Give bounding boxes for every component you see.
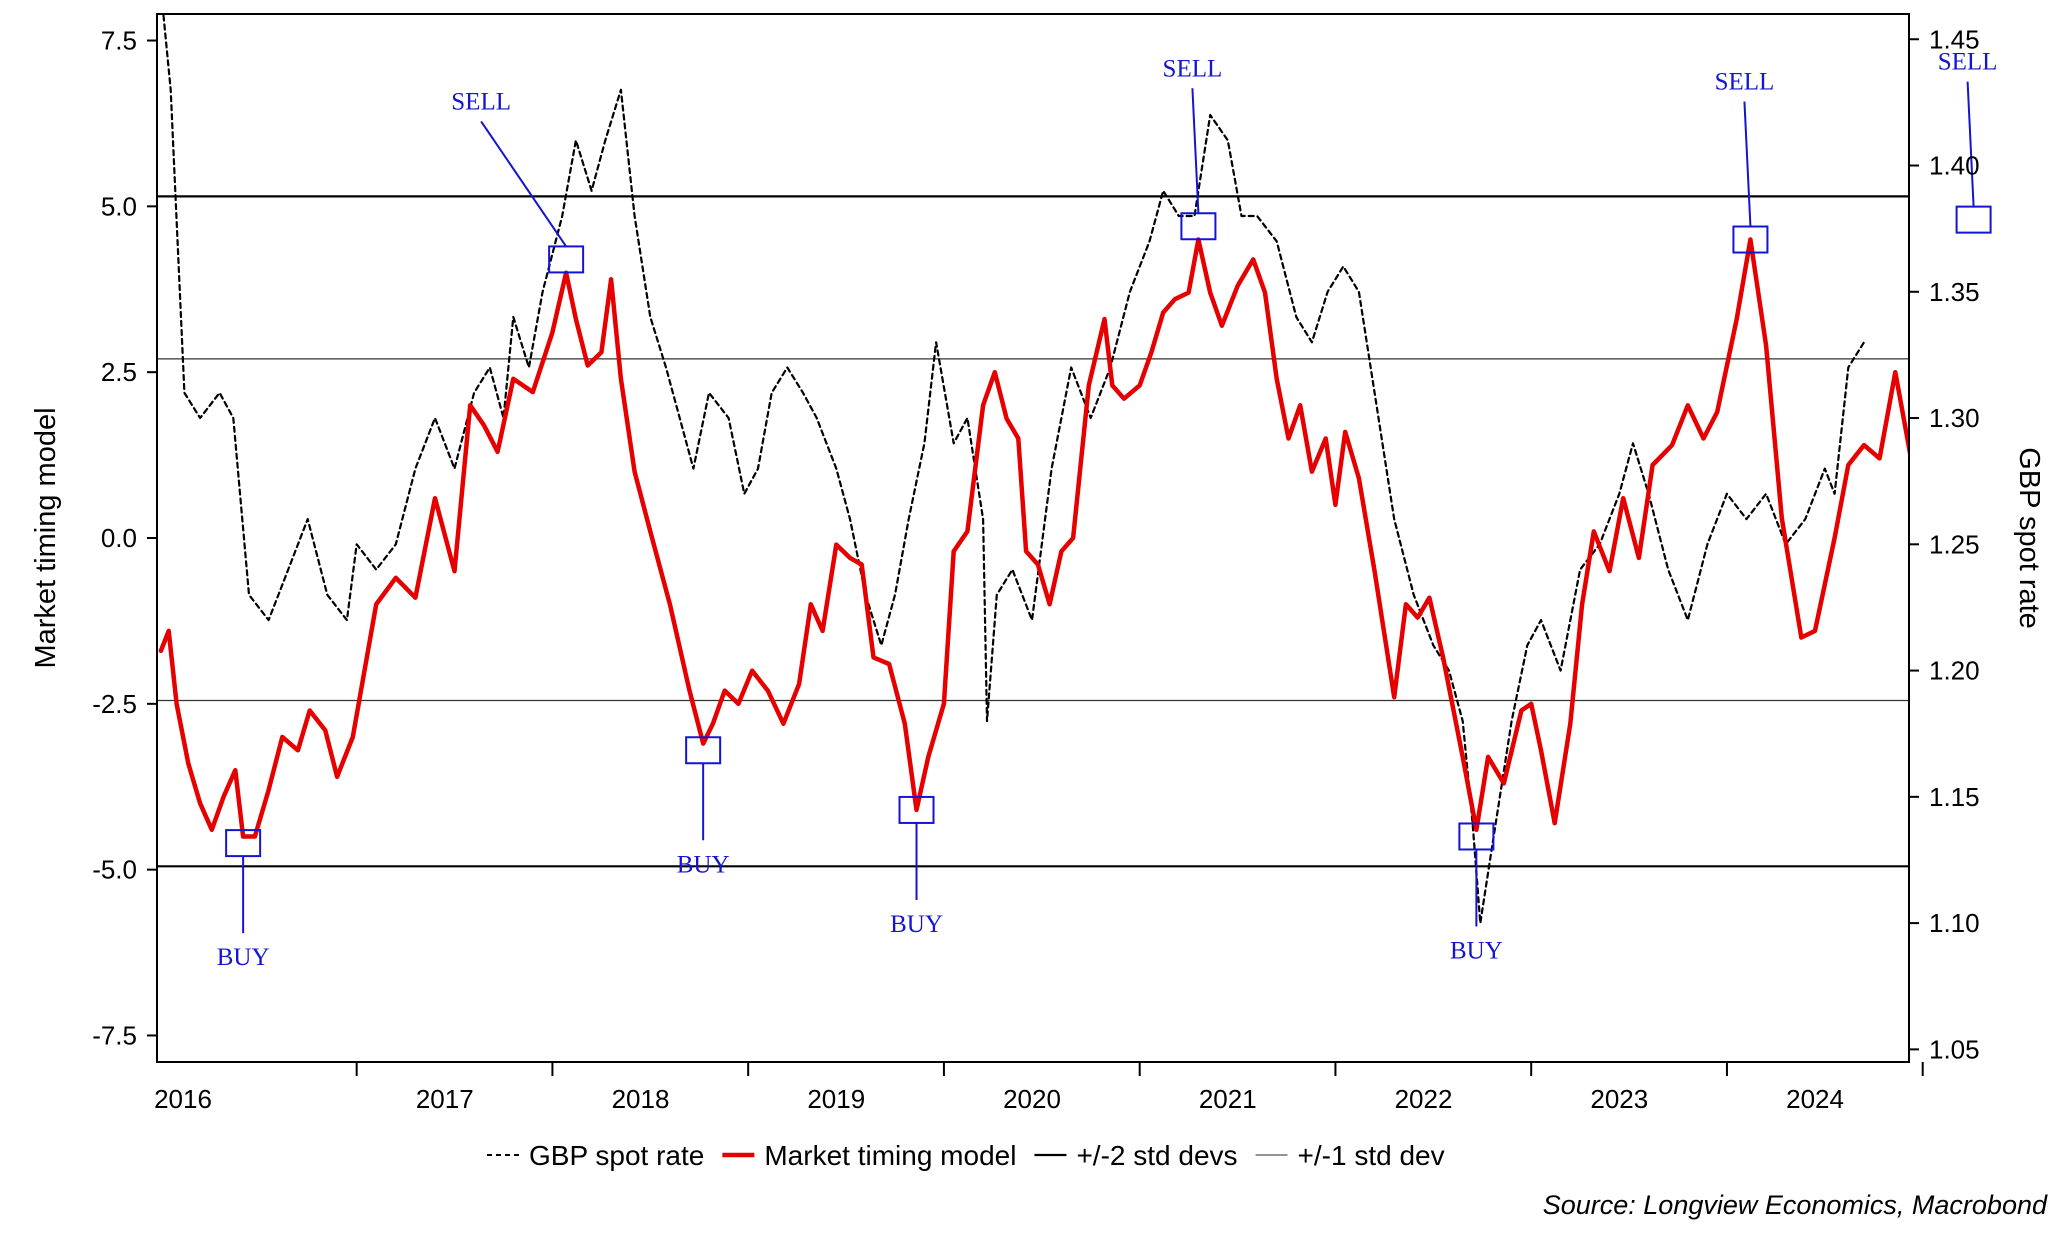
legend-item-2: +/-2 std devs	[1034, 1140, 1238, 1171]
left-tick-label: 5.0	[101, 191, 137, 221]
left-tick-label: 2.5	[101, 357, 137, 387]
right-axis-title: GBP spot rate	[2013, 447, 2045, 629]
signal-label: SELL	[1938, 49, 1998, 76]
x-tick-label: 2024	[1786, 1084, 1844, 1114]
buy-signal-5: BUY	[1450, 822, 1503, 964]
left-tick-label: -5.0	[92, 855, 137, 885]
source-note: Source: Longview Economics, Macrobond	[1542, 1190, 2047, 1220]
left-tick-label: -7.5	[92, 1020, 137, 1050]
buy-signal-0: BUY	[217, 829, 270, 971]
signal-pointer	[1191, 88, 1200, 214]
gbp-spot-rate-line	[162, 14, 1866, 925]
right-tick-label: 1.45	[1929, 24, 1980, 54]
market-timing-model-line	[158, 237, 1909, 839]
right-tick-label: 1.15	[1929, 782, 1980, 812]
left-tick-label: 7.5	[101, 26, 137, 56]
right-tick-label: 1.30	[1929, 403, 1980, 433]
right-tick-label: 1.05	[1929, 1034, 1980, 1064]
sell-signal-6: SELL	[1715, 69, 1775, 254]
right-tick-label: 1.40	[1929, 151, 1980, 181]
x-tick-label: 2017	[416, 1084, 474, 1114]
sell-signal-4: SELL	[1163, 55, 1223, 241]
signal-label: SELL	[1163, 55, 1223, 82]
signal-box	[1955, 205, 1992, 234]
buy-signal-3: BUY	[890, 795, 943, 938]
signal-label: SELL	[1715, 69, 1775, 96]
signal-box	[1180, 212, 1217, 241]
right-tick-label: 1.25	[1929, 529, 1980, 559]
legend-item-1: Market timing model	[722, 1140, 1016, 1171]
legend-label: +/-2 std devs	[1076, 1140, 1237, 1171]
signal-pointer	[1966, 81, 1975, 207]
signal-label: SELL	[451, 88, 511, 115]
signal-pointer	[1743, 101, 1752, 227]
legend-item-3: +/-1 std dev	[1255, 1140, 1445, 1171]
legend: GBP spot rate Market timing model +/-2 std…	[487, 1140, 1445, 1171]
x-tick-label: 2020	[1003, 1084, 1061, 1114]
sell-signal-7: SELL	[1938, 49, 1998, 234]
right-tick-label: 1.20	[1929, 656, 1980, 686]
x-tick-label: 2022	[1395, 1084, 1453, 1114]
left-axis-title: Market timing model	[30, 407, 62, 668]
x-tick-label: 2018	[612, 1084, 670, 1114]
signal-pointer	[480, 120, 567, 247]
legend-item-0: GBP spot rate	[487, 1140, 704, 1171]
x-tick-label: 2019	[807, 1084, 865, 1114]
left-tick-label: 0.0	[101, 523, 137, 553]
plot-frame	[156, 13, 1910, 1063]
left-tick-label: -2.5	[92, 689, 137, 719]
x-tick-label: 2021	[1199, 1084, 1257, 1114]
signal-label: BUY	[677, 851, 730, 878]
right-tick-label: 1.35	[1929, 277, 1980, 307]
legend-label: +/-1 std dev	[1298, 1140, 1445, 1171]
sell-signal-1: SELL	[451, 88, 585, 274]
signal-label: BUY	[217, 944, 270, 971]
buy-signal-2: BUY	[677, 736, 730, 878]
signal-label: BUY	[890, 911, 943, 938]
right-tick-label: 1.10	[1929, 908, 1980, 938]
x-tick-label: 2023	[1590, 1084, 1648, 1114]
legend-label: Market timing model	[764, 1140, 1016, 1171]
x-tick-label: 2016	[154, 1084, 212, 1114]
legend-label: GBP spot rate	[529, 1140, 704, 1171]
signal-label: BUY	[1450, 937, 1503, 964]
